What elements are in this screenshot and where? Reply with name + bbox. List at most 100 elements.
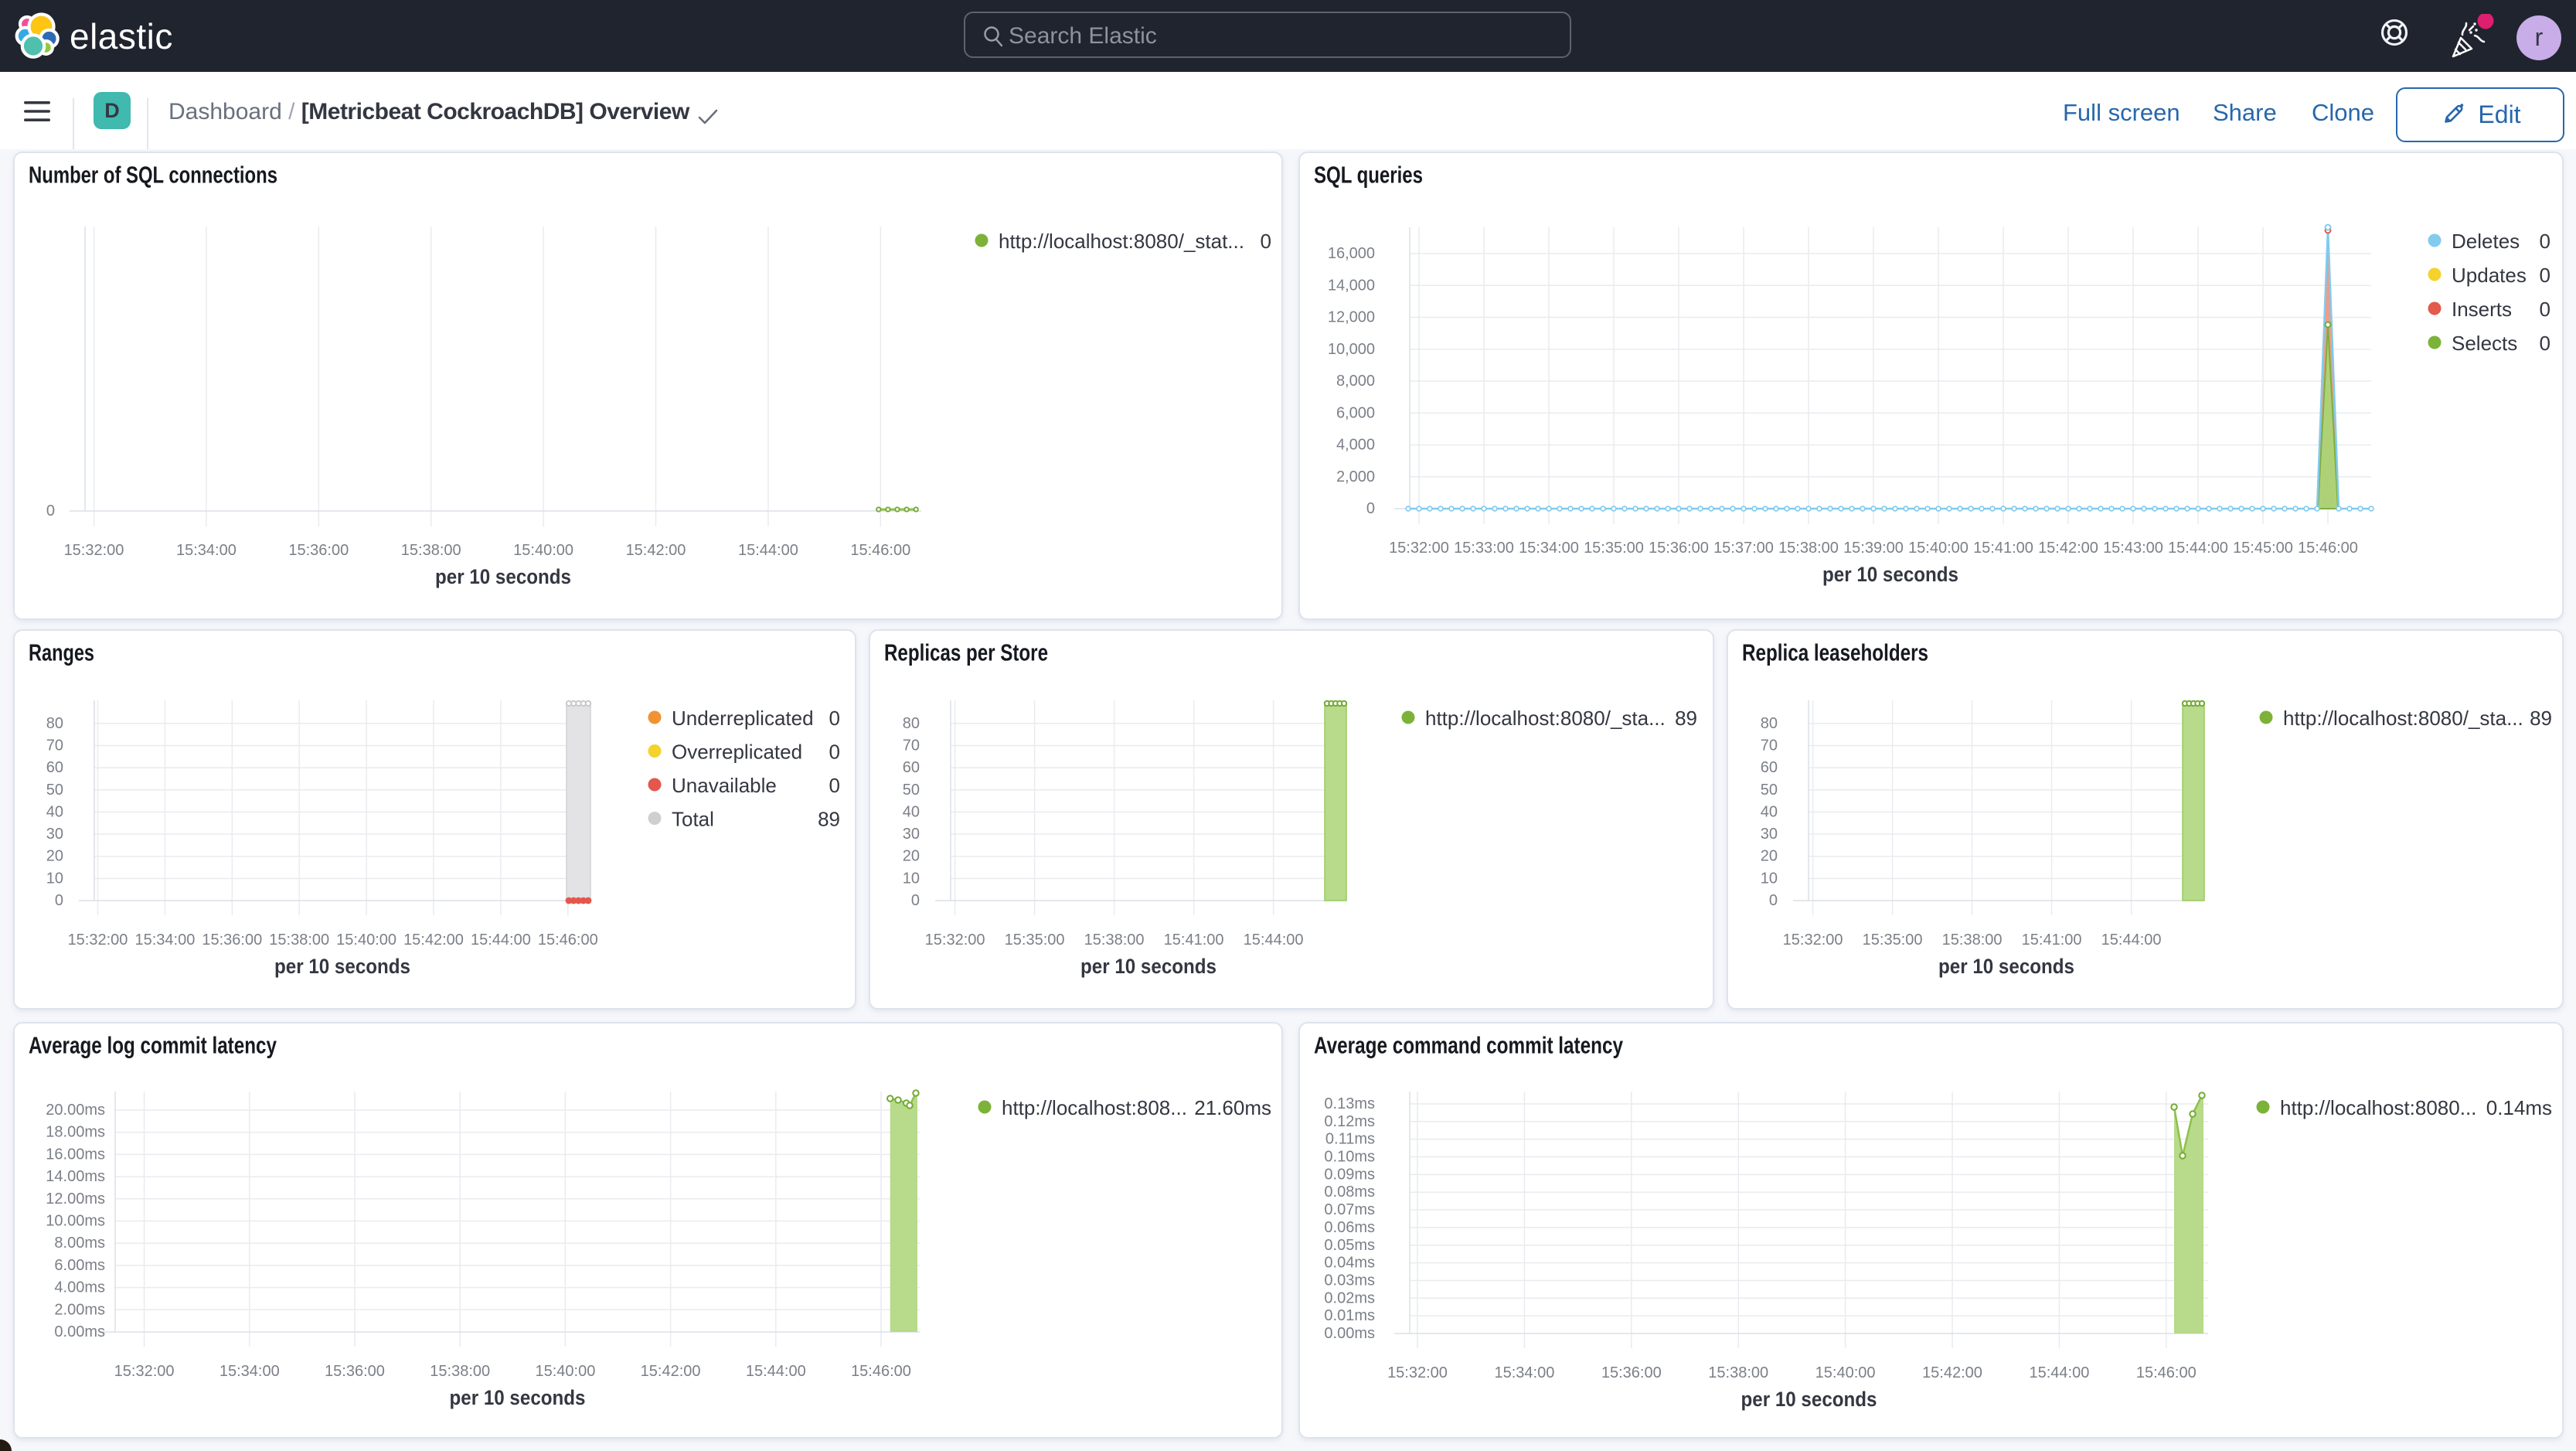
svg-text:SQL queries: SQL queries: [1314, 162, 1423, 189]
svg-text:15:34:00: 15:34:00: [176, 542, 237, 559]
svg-text:15:36:00: 15:36:00: [288, 542, 349, 559]
svg-text:http://localhost:8080/_sta...: http://localhost:8080/_sta...: [2283, 707, 2523, 730]
svg-text:15:34:00: 15:34:00: [219, 1363, 280, 1380]
svg-text:15:43:00: 15:43:00: [2103, 540, 2163, 557]
svg-text:0.00ms: 0.00ms: [1324, 1325, 1375, 1342]
svg-text:15:44:00: 15:44:00: [746, 1363, 806, 1380]
svg-text:30: 30: [1761, 826, 1778, 843]
svg-text:15:33:00: 15:33:00: [1454, 540, 1514, 557]
svg-text:per 10 seconds: per 10 seconds: [274, 955, 410, 978]
svg-text:15:44:00: 15:44:00: [2101, 932, 2162, 949]
svg-text:0: 0: [1366, 500, 1375, 517]
svg-text:15:38:00: 15:38:00: [1708, 1364, 1768, 1381]
svg-text:15:38:00: 15:38:00: [1942, 932, 2003, 949]
svg-text:0: 0: [911, 892, 920, 909]
svg-text:15:42:00: 15:42:00: [403, 932, 464, 949]
svg-text:15:32:00: 15:32:00: [1783, 932, 1843, 949]
svg-text:15:36:00: 15:36:00: [1649, 540, 1709, 557]
svg-text:15:46:00: 15:46:00: [851, 1363, 911, 1380]
svg-text:15:38:00: 15:38:00: [401, 542, 461, 559]
svg-text:http://localhost:8080...: http://localhost:8080...: [2280, 1096, 2476, 1119]
svg-text:21.60ms: 21.60ms: [1194, 1096, 1271, 1119]
svg-text:15:45:00: 15:45:00: [2233, 540, 2293, 557]
svg-text:15:34:00: 15:34:00: [134, 932, 195, 949]
svg-text:40: 40: [1761, 803, 1778, 820]
svg-text:0.09ms: 0.09ms: [1324, 1166, 1375, 1183]
svg-text:15:46:00: 15:46:00: [538, 932, 598, 949]
svg-text:0: 0: [2540, 230, 2550, 253]
svg-text:15:44:00: 15:44:00: [738, 542, 798, 559]
svg-text:20: 20: [46, 848, 63, 865]
svg-text:Average log commit latency: Average log commit latency: [29, 1032, 277, 1059]
svg-text:0: 0: [2540, 298, 2550, 321]
svg-text:0: 0: [46, 502, 55, 519]
svg-text:Number of SQL connections: Number of SQL connections: [29, 162, 277, 189]
svg-text:6.00ms: 6.00ms: [54, 1257, 105, 1274]
svg-text:2.00ms: 2.00ms: [54, 1301, 105, 1318]
svg-text:15:36:00: 15:36:00: [1601, 1364, 1662, 1381]
svg-text:per 10 seconds: per 10 seconds: [1080, 955, 1217, 978]
svg-text:20: 20: [1761, 848, 1778, 865]
svg-text:15:44:00: 15:44:00: [2029, 1364, 2089, 1381]
svg-text:10.00ms: 10.00ms: [46, 1213, 105, 1230]
svg-text:80: 80: [46, 715, 63, 732]
svg-text:0.01ms: 0.01ms: [1324, 1307, 1375, 1324]
svg-text:http://localhost:8080/_sta...: http://localhost:8080/_sta...: [1425, 707, 1666, 730]
svg-text:15:32:00: 15:32:00: [68, 932, 128, 949]
svg-text:15:34:00: 15:34:00: [1519, 540, 1579, 557]
svg-text:15:44:00: 15:44:00: [1244, 932, 1304, 949]
svg-text:per 10 seconds: per 10 seconds: [435, 565, 571, 588]
svg-text:15:32:00: 15:32:00: [925, 932, 985, 949]
svg-text:60: 60: [46, 759, 63, 776]
svg-text:0.11ms: 0.11ms: [1325, 1131, 1375, 1148]
svg-text:Updates: Updates: [2452, 264, 2527, 287]
svg-text:15:38:00: 15:38:00: [1084, 932, 1145, 949]
svg-text:0: 0: [829, 774, 840, 797]
svg-text:10: 10: [903, 870, 920, 887]
svg-text:Overreplicated: Overreplicated: [672, 741, 802, 764]
svg-text:16.00ms: 16.00ms: [46, 1146, 105, 1163]
svg-text:Total: Total: [672, 808, 714, 831]
svg-text:20: 20: [903, 848, 920, 865]
svg-text:15:41:00: 15:41:00: [2022, 932, 2082, 949]
svg-text:Underreplicated: Underreplicated: [672, 707, 814, 730]
svg-text:50: 50: [903, 782, 920, 799]
svg-text:10: 10: [1761, 870, 1778, 887]
svg-text:15:40:00: 15:40:00: [535, 1363, 595, 1380]
svg-text:14,000: 14,000: [1328, 277, 1375, 294]
svg-text:15:32:00: 15:32:00: [114, 1363, 175, 1380]
svg-text:89: 89: [2530, 707, 2552, 730]
svg-text:Ranges: Ranges: [29, 639, 94, 666]
svg-text:14.00ms: 14.00ms: [46, 1168, 105, 1185]
svg-text:15:37:00: 15:37:00: [1713, 540, 1774, 557]
svg-text:15:42:00: 15:42:00: [1922, 1364, 1982, 1381]
svg-text:per 10 seconds: per 10 seconds: [1822, 563, 1958, 586]
svg-text:15:35:00: 15:35:00: [1584, 540, 1644, 557]
svg-text:70: 70: [903, 737, 920, 754]
svg-text:0.04ms: 0.04ms: [1324, 1255, 1375, 1272]
svg-text:15:32:00: 15:32:00: [1387, 1364, 1448, 1381]
svg-text:60: 60: [1761, 759, 1778, 776]
svg-text:89: 89: [1675, 707, 1697, 730]
svg-text:70: 70: [46, 737, 63, 754]
svg-text:50: 50: [1761, 782, 1778, 799]
svg-text:0.12ms: 0.12ms: [1324, 1113, 1375, 1130]
svg-text:6,000: 6,000: [1336, 404, 1375, 421]
svg-text:15:42:00: 15:42:00: [2038, 540, 2098, 557]
svg-text:elastic: elastic: [70, 16, 173, 56]
svg-text:15:38:00: 15:38:00: [430, 1363, 490, 1380]
svg-text:15:42:00: 15:42:00: [641, 1363, 701, 1380]
svg-text:15:44:00: 15:44:00: [2168, 540, 2228, 557]
svg-text:12,000: 12,000: [1328, 309, 1375, 326]
svg-text:15:36:00: 15:36:00: [325, 1363, 385, 1380]
svg-text:15:36:00: 15:36:00: [202, 932, 262, 949]
svg-text:60: 60: [903, 759, 920, 776]
svg-text:20.00ms: 20.00ms: [46, 1102, 105, 1119]
svg-text:15:38:00: 15:38:00: [269, 932, 329, 949]
svg-text:per 10 seconds: per 10 seconds: [1741, 1388, 1877, 1411]
svg-text:15:40:00: 15:40:00: [1815, 1364, 1876, 1381]
svg-text:http://localhost:808...: http://localhost:808...: [1002, 1096, 1187, 1119]
svg-text:40: 40: [903, 803, 920, 820]
svg-text:0.05ms: 0.05ms: [1324, 1237, 1375, 1254]
svg-text:12.00ms: 12.00ms: [46, 1190, 105, 1207]
